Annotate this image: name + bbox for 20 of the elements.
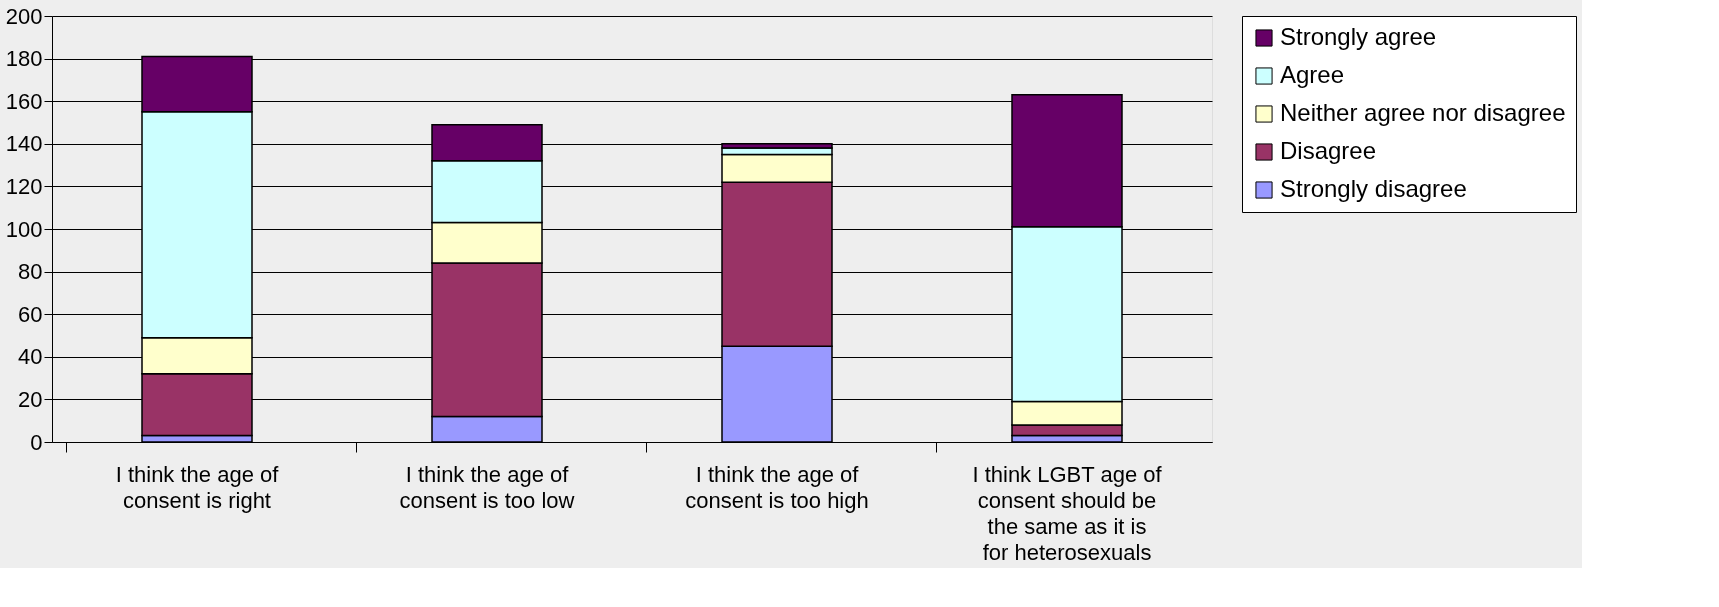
x-tick-label: I think the age of consent is too low [399, 461, 575, 513]
x-tick-label: I think the age of consent is too high [685, 461, 869, 513]
y-tick-label: 60 [18, 301, 43, 327]
y-tick-label: 40 [18, 344, 43, 370]
y-tick-label: 180 [5, 46, 43, 72]
legend-label: Disagree [1280, 137, 1377, 164]
y-tick-label: 100 [5, 216, 43, 242]
legend-label: Neither agree nor disagree [1280, 99, 1566, 126]
y-tick-label: 80 [18, 259, 43, 285]
y-tick-label: 160 [5, 88, 43, 114]
y-tick-label: 120 [5, 173, 43, 199]
legend-label: Strongly disagree [1280, 175, 1467, 202]
legend-label: Agree [1280, 61, 1345, 88]
x-tick-label: I think the age of consent is right [115, 461, 280, 513]
x-tick-label: I think LGBT age of consent should be the same as it is for heterosexuals [972, 461, 1163, 565]
y-tick-label: 140 [5, 131, 43, 157]
y-tick-label: 200 [5, 3, 43, 29]
y-tick-label: 0 [30, 429, 43, 455]
y-tick-label: 20 [18, 386, 43, 412]
legend-label: Strongly agree [1280, 23, 1437, 50]
